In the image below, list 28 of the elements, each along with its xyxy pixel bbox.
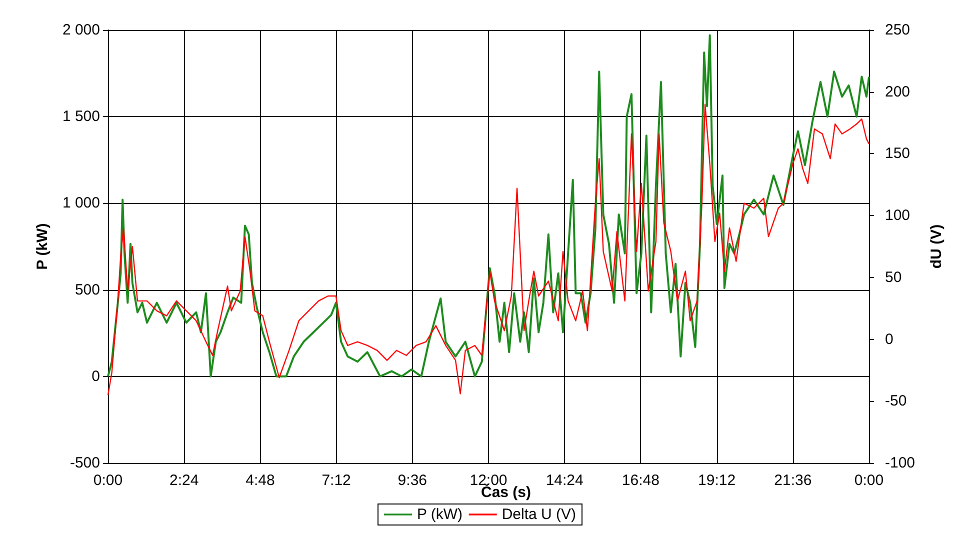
legend-label: P (kW)	[417, 506, 463, 523]
legend-label: Delta U (V)	[502, 506, 576, 523]
y2-tick-label: -50	[885, 392, 907, 410]
x-tick-label: 16:48	[622, 472, 660, 489]
y-tick-label: 2 000	[62, 22, 100, 38]
y-tick-label: -500	[70, 454, 100, 472]
x-tick-label: 0:00	[854, 472, 884, 489]
y2-tick-label: 250	[885, 22, 910, 38]
y-tick-label: 1 500	[62, 108, 100, 126]
x-tick-label: 9:36	[398, 472, 427, 489]
x-tick-label: 19:12	[698, 472, 736, 489]
x-tick-label: 7:12	[322, 472, 351, 489]
x-tick-label: 4:48	[246, 472, 275, 489]
y2-tick-label: 50	[885, 268, 902, 286]
x-tick-label: 21:36	[774, 472, 812, 489]
x-tick-label: 0:00	[93, 472, 123, 489]
y2-axis-title: dU (V)	[928, 224, 945, 269]
y-tick-label: 0	[92, 368, 100, 385]
x-tick-label: 2:24	[170, 472, 199, 489]
x-tick-label: 14:24	[546, 472, 584, 489]
y2-tick-label: 100	[885, 207, 910, 224]
y-tick-label: 1 000	[62, 194, 100, 212]
y-axis-title: P (kW)	[34, 223, 51, 270]
y2-tick-label: 0	[885, 330, 894, 348]
y2-tick-label: 200	[885, 83, 910, 100]
y-tick-label: 500	[74, 281, 100, 298]
y2-tick-label: -100	[885, 454, 916, 472]
y2-tick-label: 150	[885, 145, 910, 162]
